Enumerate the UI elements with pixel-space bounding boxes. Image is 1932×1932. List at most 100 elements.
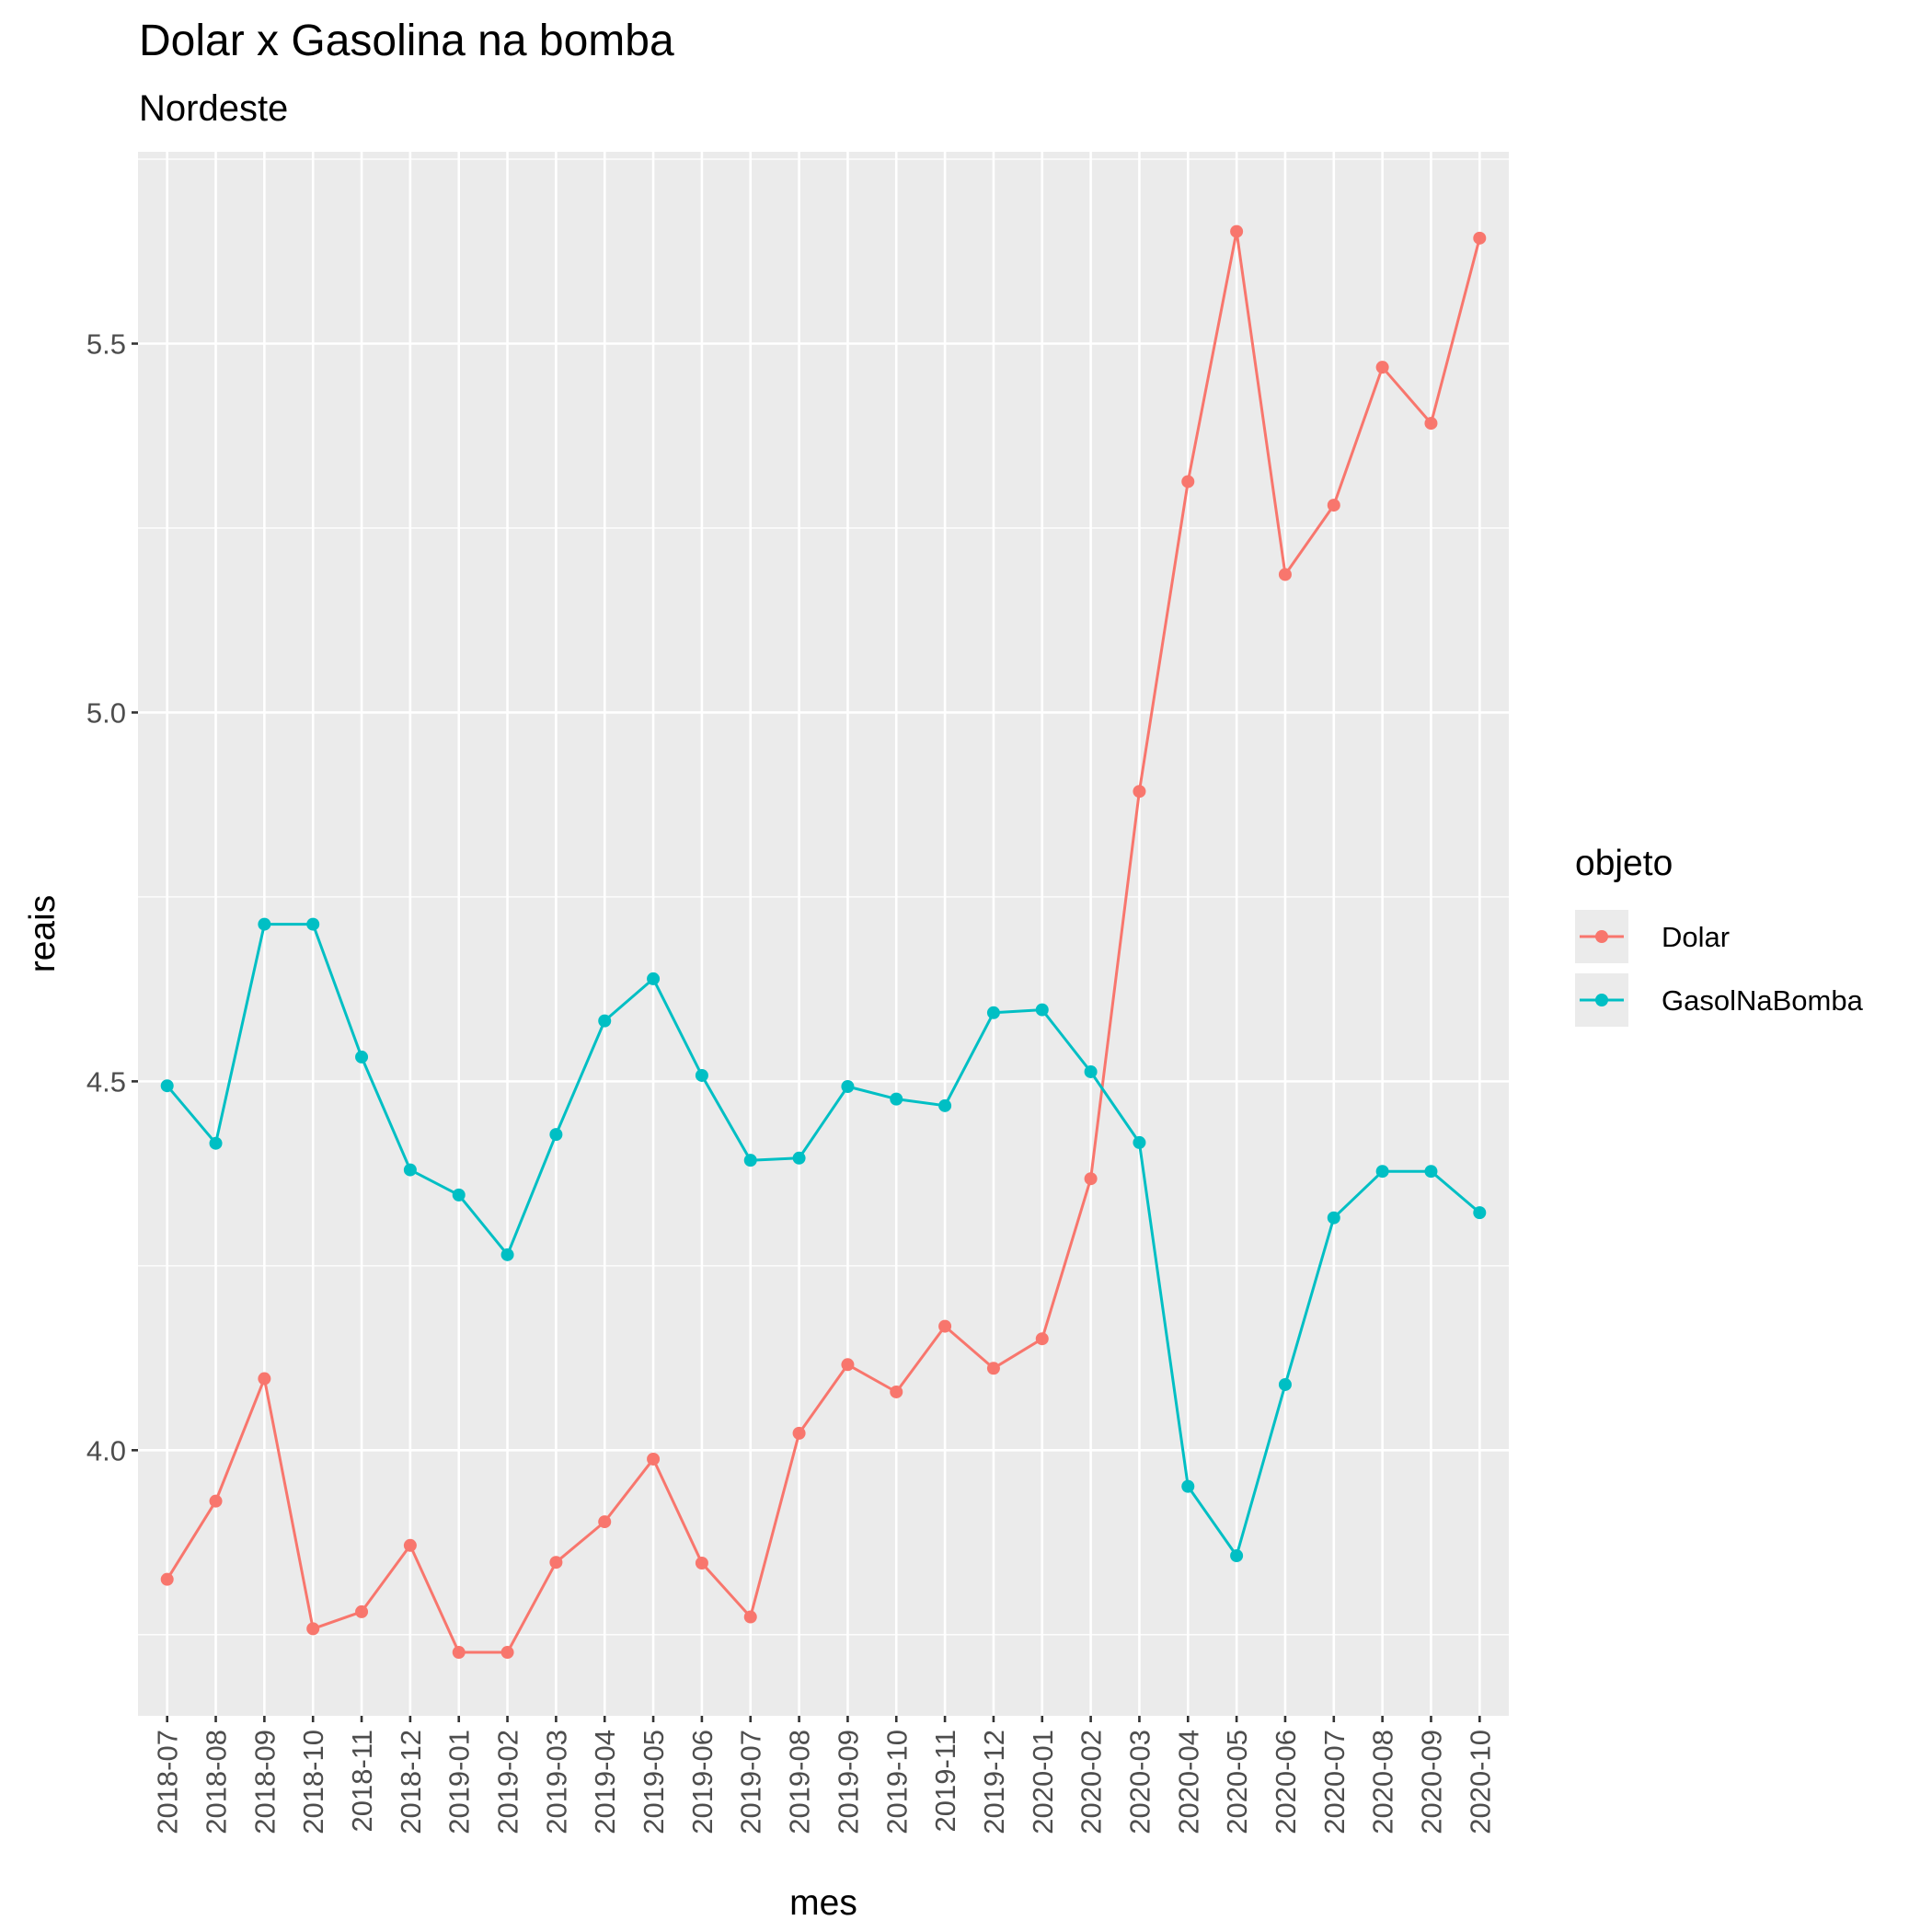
data-point-dolar	[1133, 785, 1146, 799]
x-tick-label: 2018-12	[395, 1730, 427, 1834]
x-tick-label: 2020-03	[1123, 1730, 1156, 1834]
x-tick-label: 2019-10	[880, 1730, 913, 1834]
data-point-dolar	[1035, 1332, 1049, 1346]
major-gridlines	[138, 152, 1509, 1716]
y-tick-label: 5.0	[86, 696, 126, 729]
data-point-gasolnabomba	[1084, 1064, 1098, 1078]
data-point-dolar	[1327, 499, 1340, 512]
data-point-gasolnabomba	[792, 1151, 806, 1165]
y-tick-label: 4.5	[86, 1065, 126, 1098]
y-tick-label: 4.0	[86, 1434, 126, 1466]
data-point-gasolnabomba	[598, 1014, 612, 1028]
data-point-dolar	[890, 1385, 903, 1398]
data-point-dolar	[160, 1572, 174, 1586]
series-line-gasolnabomba	[166, 923, 1481, 1558]
minor-gridlines	[138, 158, 1509, 1636]
data-point-gasolnabomba	[160, 1079, 174, 1093]
legend-label-dolar: Dolar	[1662, 921, 1730, 953]
data-point-dolar	[792, 1426, 806, 1440]
data-point-gasolnabomba	[1424, 1165, 1438, 1179]
plot-panel	[138, 152, 1509, 1716]
x-tick-label: 2019-07	[735, 1730, 767, 1834]
data-point-dolar	[403, 1538, 417, 1552]
x-tick-label: 2018-09	[248, 1730, 281, 1834]
x-tick-label: 2020-02	[1075, 1730, 1108, 1834]
data-point-gasolnabomba	[743, 1154, 757, 1167]
x-tick-label: 2020-04	[1172, 1730, 1204, 1834]
data-point-dolar	[647, 1452, 661, 1466]
data-point-gasolnabomba	[1035, 1003, 1049, 1017]
data-point-gasolnabomba	[452, 1188, 466, 1202]
data-point-gasolnabomba	[258, 917, 271, 931]
x-tick-label: 2019-08	[784, 1730, 816, 1834]
data-point-dolar	[598, 1515, 612, 1529]
x-tick-label: 2020-08	[1367, 1730, 1399, 1834]
x-tick-label: 2019-06	[686, 1730, 719, 1834]
data-point-dolar	[500, 1646, 514, 1660]
data-point-gasolnabomba	[1230, 1548, 1244, 1562]
data-point-dolar	[209, 1494, 223, 1508]
data-point-gasolnabomba	[1133, 1135, 1146, 1149]
x-tick-label: 2020-01	[1027, 1730, 1059, 1834]
data-point-gasolnabomba	[986, 1006, 1000, 1019]
chart-title: Dolar x Gasolina na bomba	[139, 17, 674, 65]
data-point-gasolnabomba	[1375, 1165, 1389, 1179]
x-tick-label: 2019-09	[832, 1730, 864, 1834]
legend-title: objeto	[1575, 844, 1673, 883]
data-point-dolar	[841, 1358, 855, 1372]
data-point-gasolnabomba	[1181, 1479, 1195, 1493]
y-tick-label: 5.5	[86, 328, 126, 360]
data-point-gasolnabomba	[938, 1098, 952, 1112]
data-point-dolar	[258, 1372, 271, 1386]
data-point-dolar	[1278, 568, 1292, 581]
x-axis-title: mes	[789, 1883, 857, 1923]
data-point-dolar	[695, 1557, 708, 1570]
data-point-dolar	[306, 1622, 320, 1636]
data-point-gasolnabomba	[1327, 1211, 1340, 1225]
legend-label-gasolnabomba: GasolNaBomba	[1662, 984, 1864, 1017]
y-axis: 4.0 4.5 5.0 5.5	[86, 328, 138, 1466]
data-point-gasolnabomba	[841, 1079, 855, 1093]
y-axis-title: reais	[23, 895, 63, 973]
data-point-gasolnabomba	[695, 1068, 708, 1082]
data-point-dolar	[452, 1646, 466, 1660]
data-point-dolar	[1230, 224, 1244, 238]
data-series	[160, 224, 1487, 1660]
x-tick-label: 2018-07	[152, 1730, 184, 1834]
x-tick-label: 2019-01	[443, 1730, 476, 1834]
data-point-dolar	[549, 1556, 563, 1570]
data-point-gasolnabomba	[647, 972, 661, 985]
x-axis: 2018-07 2018-08 2018-09 2018-10 2018-11 2018-…	[152, 1716, 1496, 1834]
data-point-dolar	[1084, 1172, 1098, 1186]
x-tick-label: 2019-03	[540, 1730, 572, 1834]
x-tick-label: 2020-10	[1464, 1730, 1496, 1834]
x-tick-label: 2018-08	[201, 1730, 233, 1834]
x-tick-label: 2019-02	[492, 1730, 524, 1834]
x-tick-label: 2020-07	[1318, 1730, 1351, 1834]
legend-point-dolar	[1595, 930, 1608, 943]
data-point-gasolnabomba	[1278, 1377, 1292, 1391]
data-point-dolar	[986, 1362, 1000, 1375]
data-point-dolar	[1424, 417, 1438, 431]
chart-subtitle: Nordeste	[139, 88, 288, 129]
x-tick-label: 2019-12	[978, 1730, 1010, 1834]
x-tick-label: 2019-05	[638, 1730, 670, 1834]
x-tick-label: 2018-10	[297, 1730, 329, 1834]
data-point-gasolnabomba	[1473, 1206, 1487, 1220]
series-line-dolar	[166, 230, 1481, 1654]
data-point-gasolnabomba	[403, 1163, 417, 1177]
data-point-gasolnabomba	[500, 1248, 514, 1261]
data-point-gasolnabomba	[890, 1092, 903, 1106]
x-tick-label: 2020-05	[1221, 1730, 1253, 1834]
data-point-gasolnabomba	[306, 917, 320, 931]
data-point-dolar	[1473, 231, 1487, 245]
x-tick-label: 2019-11	[929, 1730, 961, 1832]
data-point-dolar	[1375, 361, 1389, 374]
legend-point-gasolnabomba	[1595, 994, 1608, 1006]
x-tick-label: 2018-11	[346, 1730, 378, 1832]
x-tick-label: 2020-06	[1270, 1730, 1302, 1834]
data-point-gasolnabomba	[355, 1050, 369, 1064]
legend: objeto Dolar GasolNaBomba	[1575, 844, 1864, 1027]
data-point-dolar	[355, 1604, 369, 1618]
